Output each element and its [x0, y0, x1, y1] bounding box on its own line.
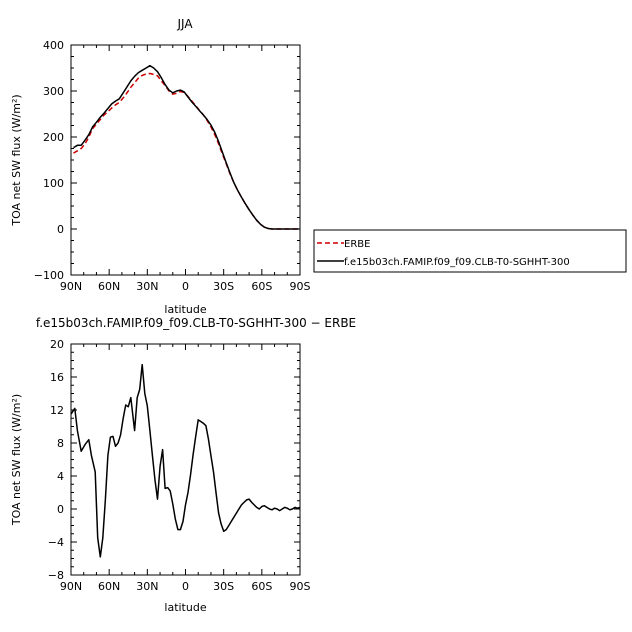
- y-tick-label: 200: [43, 131, 64, 144]
- y-tick-label: 8: [57, 437, 64, 450]
- x-tick-label: 60N: [98, 280, 120, 293]
- y-tick-label: 300: [43, 85, 64, 98]
- y-axis-title: TOA net SW flux (W/m²): [10, 394, 23, 526]
- plot-frame: [70, 44, 301, 276]
- x-tick-label: 60S: [251, 580, 272, 593]
- x-tick-label: 90S: [290, 280, 311, 293]
- y-tick-label: 100: [43, 177, 64, 190]
- y-tick-label: −100: [34, 269, 64, 282]
- legend-label: ERBE: [344, 239, 370, 250]
- x-tick-label: 90N: [60, 280, 82, 293]
- y-tick-label: −4: [48, 536, 64, 549]
- x-tick-label: 30N: [136, 580, 158, 593]
- series-line-erbe: [73, 72, 299, 230]
- chart-panel-1: JJA 90N 60N 30N 0 30S 60S 90S −100 0 100 200 300 400 l…: [10, 17, 627, 316]
- legend: ERBE f.e15b03ch.FAMIP.f09_f09.CLB-T0-SGHH…: [313, 229, 627, 273]
- y-tick-label: 4: [57, 470, 64, 483]
- y-tick-label: 0: [57, 503, 64, 516]
- x-tick-label: 30N: [136, 280, 158, 293]
- y-tick-label: 400: [43, 39, 64, 52]
- x-tick-label: 0: [182, 580, 189, 593]
- series-line-f-e15b03ch-famip-f09-f09-clb-t0-sghht-300: [73, 64, 299, 230]
- chart-panel-2: f.e15b03ch.FAMIP.f09_f09.CLB-T0-SGHHT-30…: [10, 316, 356, 614]
- x-tick-label: 30S: [213, 580, 234, 593]
- y-tick-label: 12: [50, 404, 64, 417]
- y-tick-label: 16: [50, 371, 64, 384]
- plot-frame: [70, 343, 301, 576]
- y-tick-label: −8: [48, 569, 64, 582]
- legend-label: f.e15b03ch.FAMIP.f09_f09.CLB-T0-SGHHT-30…: [344, 257, 570, 268]
- series-line-1: [70, 363, 301, 558]
- x-tick-label: 30S: [213, 280, 234, 293]
- y-tick-label: 0: [57, 223, 64, 236]
- y-tick-label: 20: [50, 338, 64, 351]
- y-axis-title: TOA net SW flux (W/m²): [10, 94, 23, 226]
- chart-title: f.e15b03ch.FAMIP.f09_f09.CLB-T0-SGHHT-30…: [36, 316, 356, 330]
- x-tick-label: 90S: [290, 580, 311, 593]
- x-axis-title: latitude: [164, 303, 206, 316]
- x-axis-title: latitude: [164, 601, 206, 614]
- x-tick-label: 60S: [251, 280, 272, 293]
- x-tick-label: 90N: [60, 580, 82, 593]
- legend-box: [313, 229, 627, 273]
- x-tick-label: 60N: [98, 580, 120, 593]
- x-tick-label: 0: [182, 280, 189, 293]
- chart-title: JJA: [176, 17, 193, 31]
